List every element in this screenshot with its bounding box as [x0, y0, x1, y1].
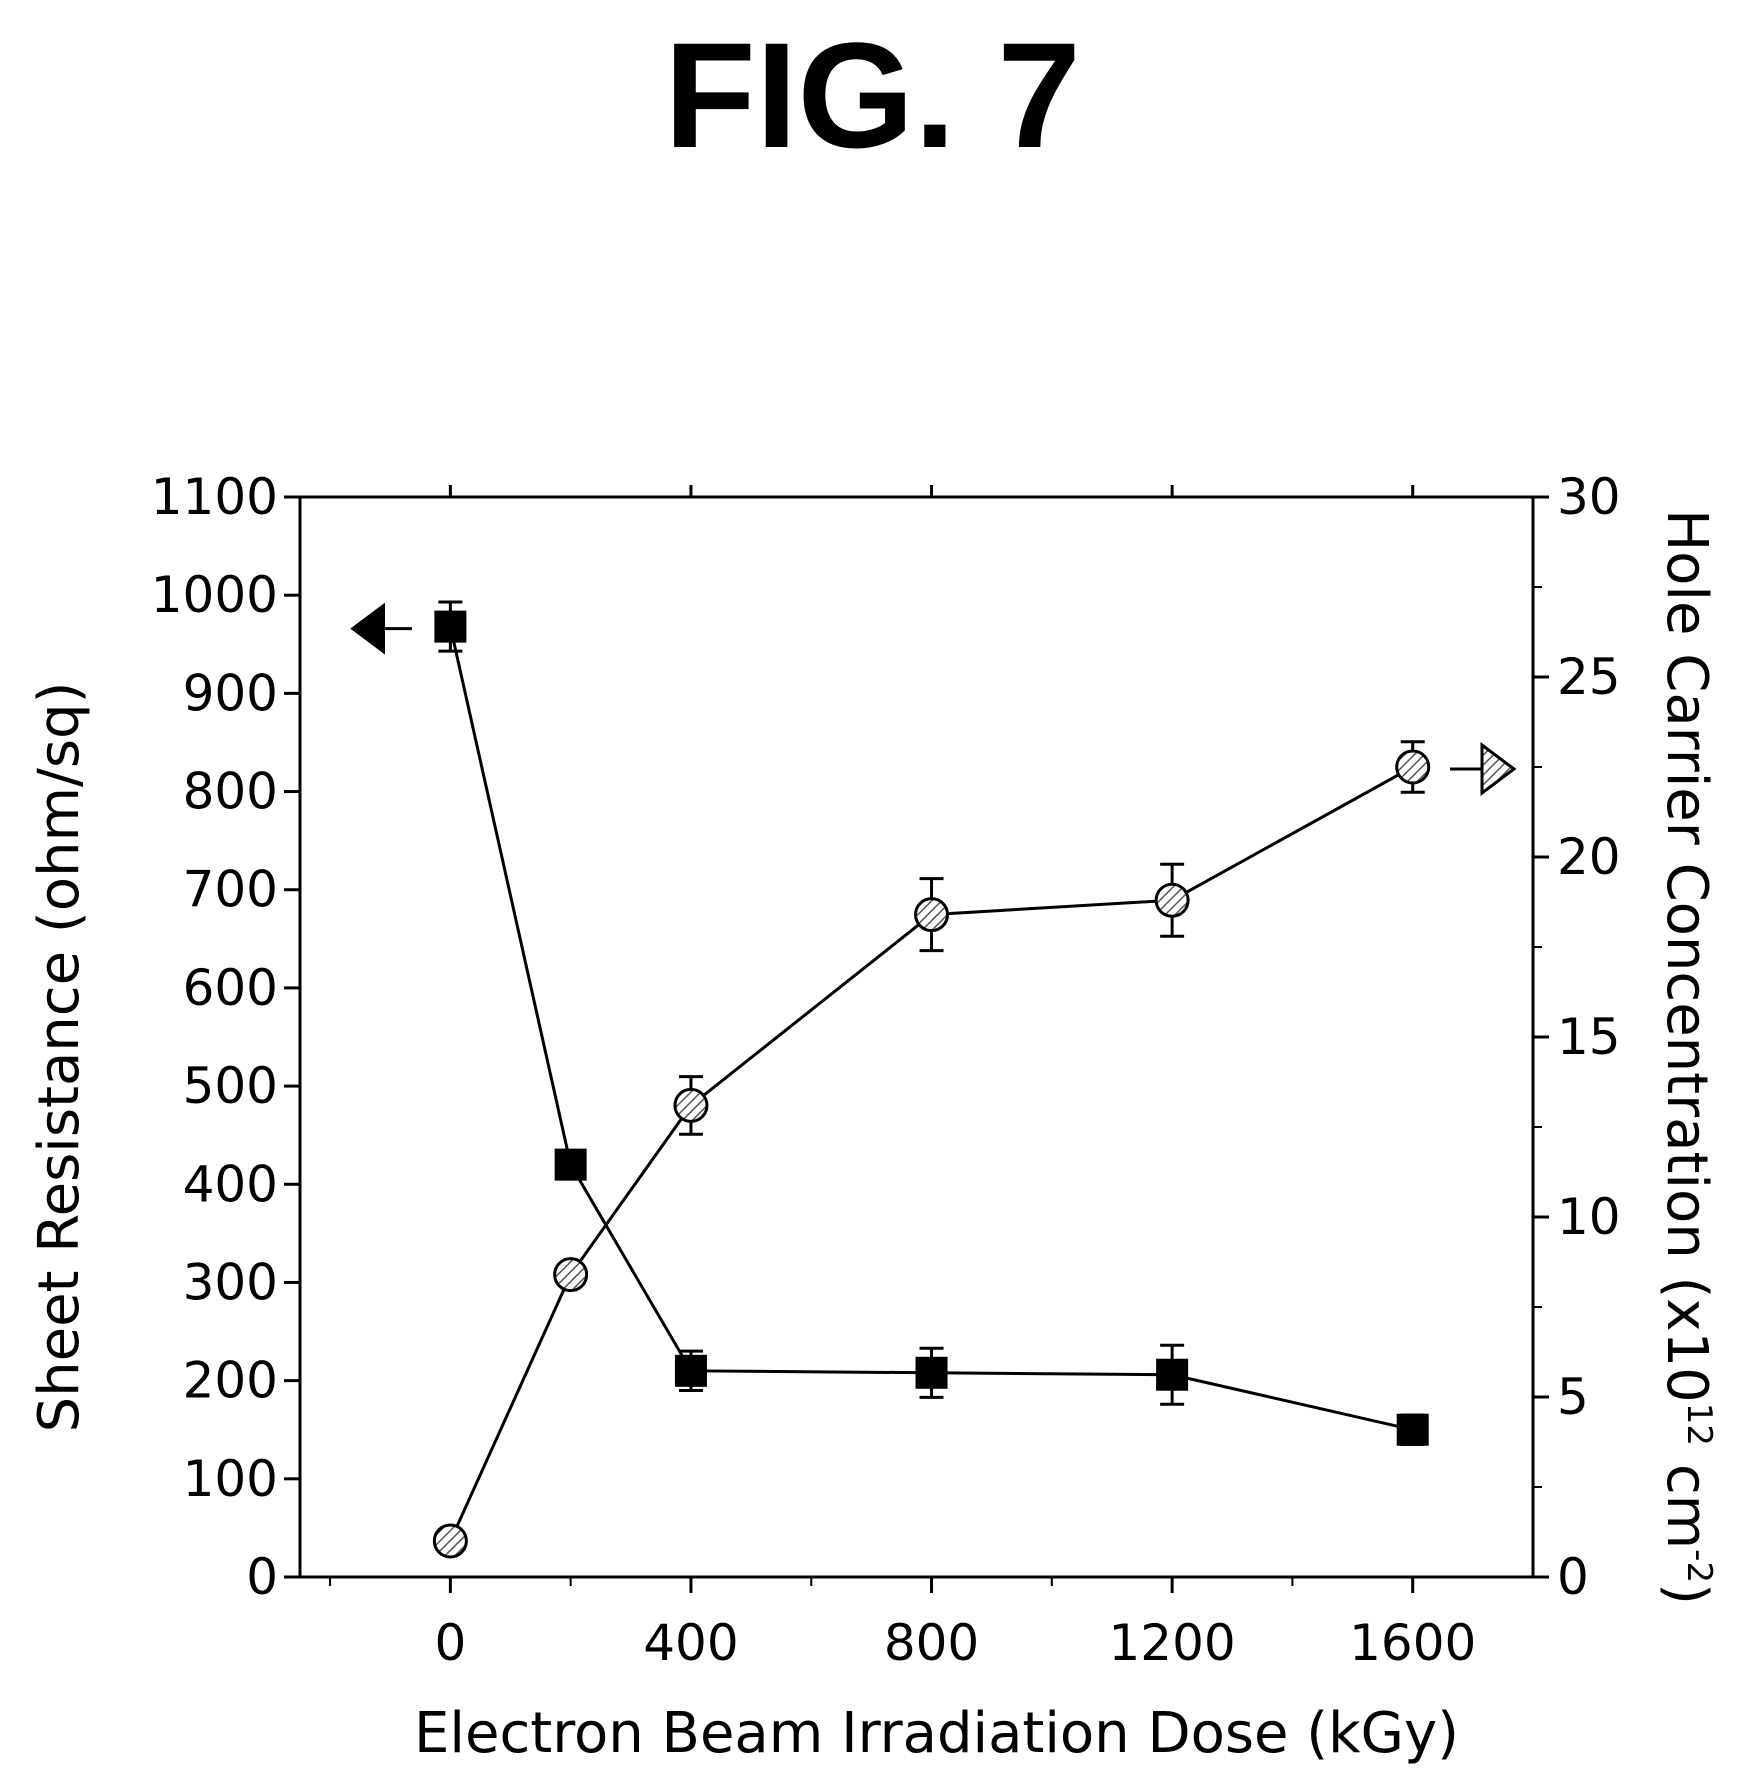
figure-title: FIG. 7 [664, 11, 1081, 179]
left-y-tick-label: 1100 [151, 468, 278, 526]
left-y-tick-label: 100 [183, 1450, 278, 1508]
right-y-axis-title-sup1: 12 [1679, 1403, 1719, 1446]
series-sheet-resistance [350, 600, 1429, 1446]
right-y-axis-title-sup2: -2 [1679, 1549, 1719, 1583]
right-axis-indicator-arrowhead [1480, 742, 1517, 796]
right-y-tick-label: 0 [1557, 1548, 1589, 1606]
data-point-square [554, 1148, 587, 1181]
left-y-axis-title: Sheet Resistance (ohm/sq) [27, 682, 92, 1433]
data-point-circle [553, 1257, 589, 1293]
right-y-tick-label: 25 [1557, 648, 1621, 706]
data-point-circle [673, 1087, 709, 1123]
data-point-circle [432, 1523, 468, 1559]
left-y-tick-label: 200 [183, 1352, 278, 1410]
right-y-tick-label: 5 [1557, 1368, 1589, 1426]
left-y-tick-label: 400 [183, 1155, 278, 1213]
data-point-square [915, 1356, 948, 1389]
right-y-axis-title-prefix: Hole Carrier Concentration (x10 [1654, 509, 1719, 1403]
left-y-tick-label: 0 [246, 1548, 278, 1606]
x-tick-label: 400 [643, 1614, 738, 1672]
right-y-tick-label: 10 [1557, 1188, 1621, 1246]
data-point-square [1396, 1413, 1429, 1446]
series-line [448, 765, 1414, 1542]
x-tick-label: 1200 [1108, 1614, 1235, 1672]
right-y-axis-title-mid: cm [1654, 1446, 1719, 1549]
left-y-tick-label: 600 [183, 959, 278, 1017]
series-hole-carrier-concentration [432, 740, 1517, 1559]
left-y-tick-label: 1000 [151, 566, 278, 624]
x-tick-label: 800 [884, 1614, 979, 1672]
data-point-square [674, 1354, 707, 1387]
left-y-tick-label: 800 [183, 763, 278, 821]
left-y-tick-label: 900 [183, 664, 278, 722]
x-tick-label: 1600 [1349, 1614, 1476, 1672]
left-y-tick-label: 700 [183, 861, 278, 919]
axis-ticks: 0 400 800 1200 16000100200300400500600700800… [151, 468, 1621, 1672]
left-axis-indicator-arrowhead [350, 602, 385, 655]
right-y-axis-title-suffix: ) [1654, 1583, 1719, 1605]
left-y-tick-label: 500 [183, 1057, 278, 1115]
right-y-tick-label: 15 [1557, 1008, 1621, 1066]
x-tick-label: 0 [434, 1614, 466, 1672]
right-y-axis-title: Hole Carrier Concentration (x1012 cm-2) [1654, 509, 1719, 1605]
left-y-tick-label: 300 [183, 1253, 278, 1311]
data-point-circle [1154, 882, 1190, 918]
data-point-circle [914, 897, 950, 933]
axis-labels: Electron Beam Irradiation Dose (kGy) She… [27, 509, 1719, 1766]
right-y-tick-label: 20 [1557, 828, 1621, 886]
data-point-circle [1395, 749, 1431, 785]
data-point-square [1156, 1358, 1189, 1391]
data-point-square [434, 610, 467, 643]
series-layer [350, 600, 1517, 1559]
right-y-tick-label: 30 [1557, 468, 1621, 526]
x-axis-title: Electron Beam Irradiation Dose (kGy) [414, 1701, 1459, 1766]
series-line [448, 626, 1414, 1432]
